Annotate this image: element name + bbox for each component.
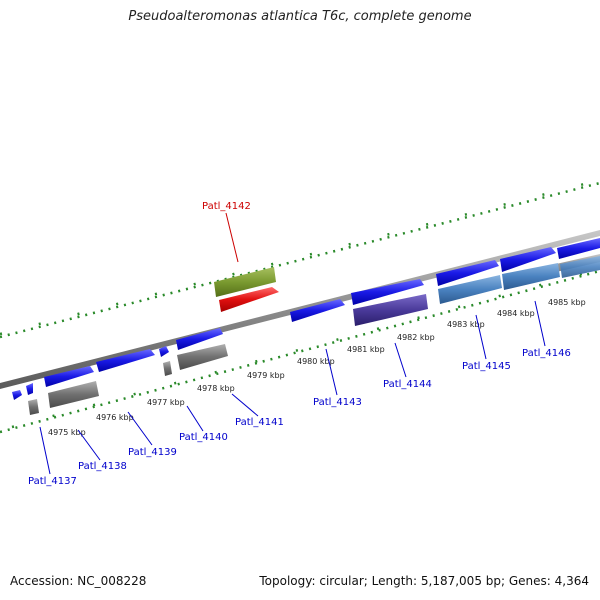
scale-label: 4982 kbp [397,333,435,342]
scale-label: 4979 kbp [247,371,285,380]
gene-label: Patl_4140 [179,432,228,443]
scale-label: 4983 kbp [447,320,485,329]
cds-arrow [351,279,424,305]
gene-label: Patl_4142 [202,201,251,212]
scale-labels: 4975 kbp 4976 kbp 4977 kbp 4978 kbp 4979… [48,298,586,437]
operon-steel [502,263,560,290]
gene-label: Patl_4144 [383,379,432,390]
leader-lines [39,300,546,475]
gene-block [48,381,99,408]
gene-block [177,344,228,370]
topology-text: Topology: circular; Length: 5,187,005 bp… [259,574,589,588]
lower-tick-track [0,267,600,434]
operon-steel-right [560,256,600,278]
gene-label: Patl_4145 [462,361,511,372]
gene-label: Patl_4146 [522,348,571,359]
trna-gene-arrow [219,287,279,312]
scale-label: 4981 kbp [347,345,385,354]
cds-arrow [176,328,223,350]
cds-arrow [159,346,169,357]
map-title: Pseudoalteromonas atlantica T6c, complet… [128,9,472,24]
highlight-feature [214,267,279,312]
operon-purple [353,294,428,326]
cds-arrow [557,238,600,259]
scale-label: 4976 kbp [96,413,134,422]
gene-label: Patl_4143 [313,397,362,408]
gene-label: Patl_4141 [235,417,284,428]
gene-label: Patl_4137 [28,476,77,487]
highlight-leader [225,212,239,263]
operon-blocks [353,256,600,326]
gene-block [163,361,172,376]
cds-arrow [26,383,33,395]
scale-label: 4985 kbp [548,298,586,307]
cds-arrow [290,299,345,322]
cds-arrows [12,238,600,400]
scale-label: 4977 kbp [147,398,185,407]
gene-label: Patl_4138 [78,461,127,472]
cds-arrow [44,366,94,387]
scale-label: 4980 kbp [297,357,335,366]
accession-text: Accession: NC_008228 [10,574,147,588]
gene-labels: Patl_4137 Patl_4138 Patl_4139 Patl_4140 … [28,201,571,487]
gene-label: Patl_4139 [128,447,177,458]
gene-block [28,399,39,415]
operon-steel [438,275,502,304]
cds-arrow [96,349,155,372]
gene-blocks [28,344,228,415]
cds-arrow [500,247,556,272]
cds-arrow [12,390,22,400]
trna-block [214,267,276,297]
scale-label: 4975 kbp [48,428,86,437]
scale-label: 4978 kbp [197,384,235,393]
scale-label: 4984 kbp [497,309,535,318]
cds-arrow [436,260,499,286]
